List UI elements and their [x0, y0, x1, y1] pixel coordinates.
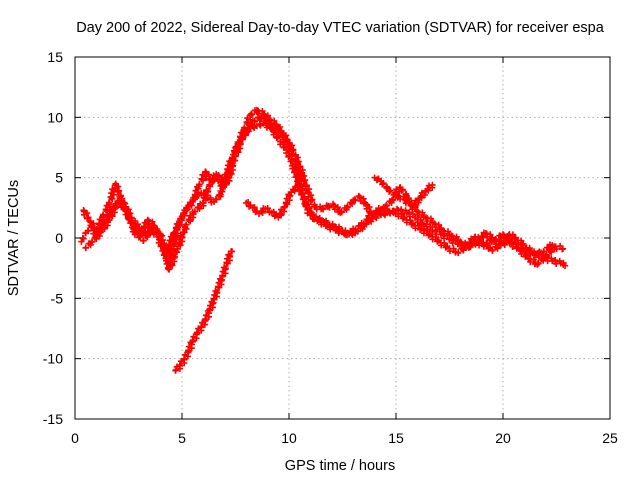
series-marker-band — [172, 248, 236, 374]
y-tick-label: 5 — [55, 170, 63, 186]
series-marker-band — [82, 113, 554, 273]
series-marker-band — [244, 183, 299, 220]
y-tick-label: -10 — [43, 351, 63, 367]
y-axis-label: SDTVAR / TECUs — [6, 180, 22, 296]
x-tick-label: 25 — [602, 430, 618, 446]
series-trace-c — [82, 112, 556, 273]
chart-title: Day 200 of 2022, Sidereal Day-to-day VTE… — [76, 20, 605, 36]
y-tick-label: 0 — [55, 230, 63, 246]
series-trace-f — [172, 248, 236, 374]
x-tick-label: 10 — [281, 430, 297, 446]
y-tick-label: -15 — [43, 411, 63, 427]
x-tick-label: 15 — [388, 430, 404, 446]
x-tick-label: 20 — [495, 430, 511, 446]
y-tick-label: 15 — [47, 49, 63, 65]
y-tick-label: 10 — [47, 109, 63, 125]
axis-ticks: 0 5 10 15 20 25 -15 -10 -5 0 5 10 15 — [43, 49, 618, 446]
data-series — [78, 106, 569, 374]
x-tick-label: 5 — [178, 430, 186, 446]
y-tick-label: -5 — [51, 290, 64, 306]
series-marker-band — [373, 175, 436, 210]
x-tick-label: 0 — [71, 430, 79, 446]
x-axis-label: GPS time / hours — [285, 458, 395, 474]
series-trace-d — [243, 183, 301, 221]
series-trace-e — [371, 174, 436, 210]
